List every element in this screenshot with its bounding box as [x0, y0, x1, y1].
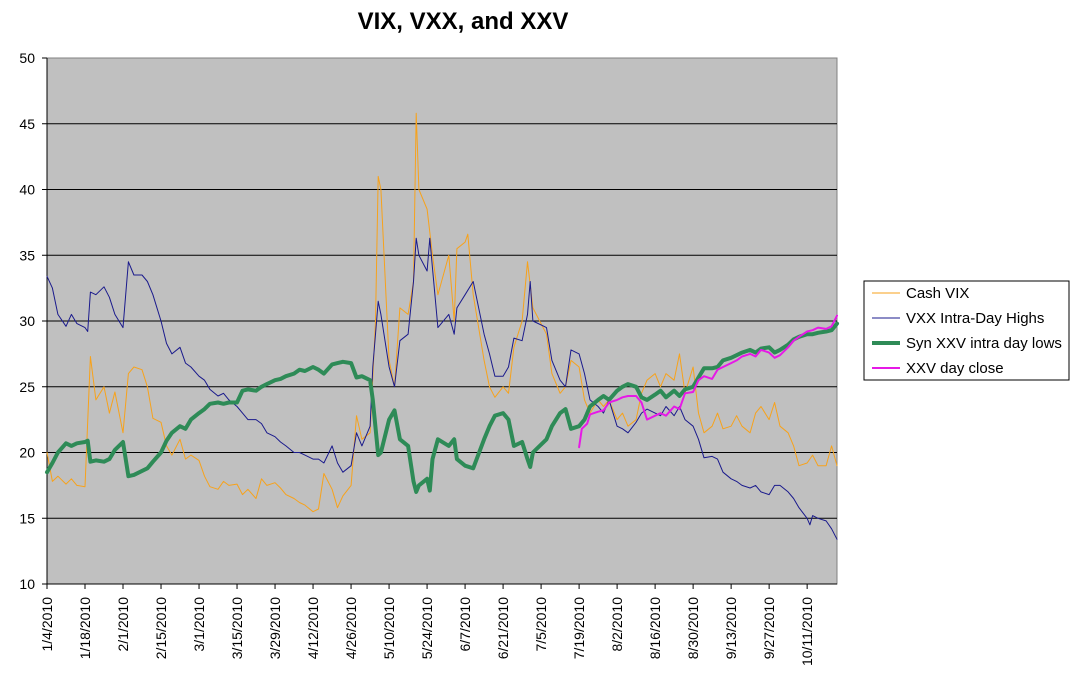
x-axis: 1/4/2010 1/18/2010 2/1/2010 2/15/2010 3/1/20… [39, 584, 815, 666]
y-tick-label: 35 [19, 247, 35, 263]
y-axis: 10 15 20 25 30 35 40 45 50 [19, 50, 837, 592]
x-tick-label: 4/12/2010 [305, 597, 321, 659]
x-tick-label: 9/27/2010 [761, 597, 777, 659]
series-line-4 [578, 314, 838, 449]
legend-label: Syn XXV intra day lows [906, 335, 1062, 352]
x-tick-label: 7/5/2010 [533, 597, 549, 652]
x-tick-label: 6/7/2010 [457, 597, 473, 652]
x-tick-label: 9/13/2010 [723, 597, 739, 659]
x-tick-label: 3/15/2010 [229, 597, 245, 659]
series-line-3 [45, 321, 839, 494]
series-line-1 [46, 112, 838, 513]
x-tick-label: 4/26/2010 [343, 597, 359, 659]
legend: Cash VIX VXX Intra-Day Highs Syn XXV intra… [863, 280, 1070, 381]
chart-title: VIX, VXX, and XXV [357, 8, 569, 35]
x-tick-label: 1/18/2010 [77, 597, 93, 659]
x-tick-label: 5/10/2010 [381, 597, 397, 659]
x-tick-label: 3/29/2010 [267, 597, 283, 659]
x-tick-label: 5/24/2010 [419, 597, 435, 659]
y-tick-label: 10 [19, 576, 35, 592]
legend-label: VXX Intra-Day Highs [906, 310, 1044, 327]
y-tick-label: 45 [19, 116, 35, 132]
series-lines [45, 112, 839, 540]
x-tick-label: 7/19/2010 [571, 597, 587, 659]
x-tick-label: 2/1/2010 [115, 597, 131, 652]
x-tick-label: 8/30/2010 [685, 597, 701, 659]
x-tick-label: 2/15/2010 [153, 597, 169, 659]
y-tick-label: 50 [19, 50, 35, 66]
x-tick-label: 10/11/2010 [799, 597, 815, 666]
series-line-2 [46, 237, 838, 540]
x-tick-label: 8/2/2010 [609, 597, 625, 652]
legend-label: Cash VIX [906, 285, 969, 302]
y-tick-label: 20 [19, 445, 35, 461]
x-tick-label: 3/1/2010 [191, 597, 207, 652]
gridlines [47, 123, 837, 519]
y-tick-label: 25 [19, 379, 35, 395]
x-tick-label: 8/16/2010 [647, 597, 663, 659]
legend-box [863, 280, 1070, 381]
x-tick-label: 6/21/2010 [495, 597, 511, 659]
x-tick-label: 1/4/2010 [39, 597, 55, 652]
y-tick-label: 15 [19, 510, 35, 526]
legend-label: XXV day close [906, 360, 1004, 377]
y-tick-label: 40 [19, 182, 35, 198]
y-tick-label: 30 [19, 313, 35, 329]
